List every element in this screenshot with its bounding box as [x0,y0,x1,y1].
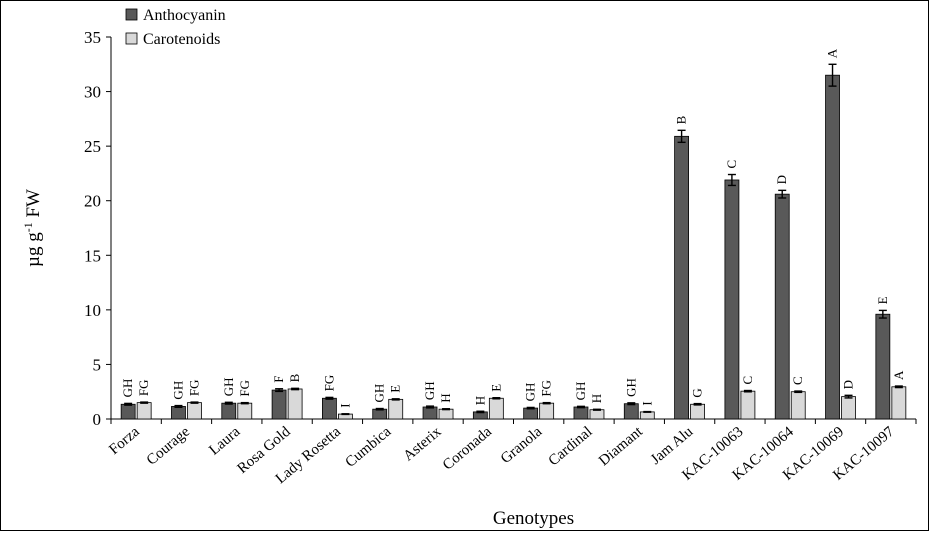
legend-swatch [125,32,138,45]
significance-letter: GH [120,379,135,398]
significance-letter: GH [623,378,638,397]
significance-letter: C [790,376,805,385]
significance-letter: FG [321,375,336,392]
bar-1 [690,403,705,420]
x-category-label: Cumbica [343,424,395,471]
bar-1 [891,386,907,420]
x-category-label: Forza [106,424,143,458]
significance-letter: D [774,175,789,184]
bar-0 [774,193,790,420]
significance-letter: GH [170,381,185,400]
bar-0 [674,135,689,420]
y-tick-label: 0 [93,410,102,429]
significance-letter: GH [523,383,538,402]
bar-1 [639,411,655,420]
y-axis-label: µg g-1 FW [21,189,44,267]
bar-1 [740,390,756,420]
x-category-label: Diamant [596,423,646,469]
bar-1 [388,398,404,420]
bar-0 [422,406,438,420]
x-category-label: Asterix [400,423,444,464]
significance-letter: GH [573,382,588,401]
significance-letter: FG [186,379,201,396]
y-tick-label: 10 [84,301,101,320]
significance-letter: E [388,385,403,393]
significance-letter: H [438,393,453,402]
y-tick-label: 15 [84,246,101,265]
bar-0 [724,179,740,420]
legend-swatch [125,8,138,21]
significance-letter: GH [372,384,387,403]
significance-letter: E [488,384,503,392]
x-category-label: Granola [498,424,546,468]
legend-label: Carotenoids [143,31,220,48]
significance-letter: I [337,403,352,407]
y-axis-label-main: µg g [23,232,44,267]
bar-1 [488,397,504,420]
significance-letter: C [724,160,739,169]
bar-0 [875,313,891,420]
bar-1 [237,402,253,420]
bar-1 [187,402,202,420]
bar-0 [825,74,840,420]
x-category-label: Cardinal [546,424,596,469]
bar-0 [221,402,237,420]
significance-letter: B [674,115,689,124]
legend-label: Anthocyanin [143,7,226,24]
x-category-label: Courage [144,424,193,469]
x-category-label: Laura [206,424,243,459]
y-tick-label: 25 [84,137,101,156]
bar-0 [523,407,539,420]
bar-0 [372,408,388,420]
bar-1 [136,402,152,420]
significance-letter: FG [539,380,554,397]
significance-letter: A [825,48,840,58]
significance-letter: H [589,394,604,403]
bar-1 [287,388,303,420]
bar-0 [623,403,639,420]
significance-letter: FG [136,379,151,396]
bar-1 [539,402,555,420]
bar-0 [120,403,136,420]
significance-letter: C [740,376,755,385]
x-category-label: Jam Alu [648,423,697,467]
bar-1 [589,409,605,420]
bar-1 [841,396,856,420]
y-tick-label: 35 [84,28,101,47]
significance-letter: B [287,373,302,382]
significance-letter: A [891,370,906,380]
significance-letter: D [841,380,856,389]
significance-letter: I [639,401,654,405]
y-axis-label-sup: -1 [21,222,35,232]
bar-0 [322,397,337,420]
legend: Anthocyanin Carotenoids [125,7,226,48]
significance-letter: GH [422,381,437,400]
x-category-label: Coronada [440,424,495,474]
significance-letter: E [875,296,890,304]
bar-0 [271,389,287,420]
significance-letter: GH [221,378,236,397]
y-tick-label: 5 [93,355,102,374]
significance-letter: H [472,396,487,405]
y-axis-label-tail: FW [23,189,44,222]
bar-0 [171,406,186,420]
significance-letter: F [271,376,286,383]
bar-1 [438,408,454,420]
bar-1 [790,391,806,420]
x-axis-label: Genotypes [493,508,574,529]
bars [120,63,907,420]
significance-letter: FG [237,380,252,397]
significance-letter: G [690,388,705,397]
bar-0 [573,406,589,420]
y-tick-label: 30 [84,83,101,102]
axes: 0 5 10 15 20 25 30 35 [84,28,917,429]
y-tick-label: 20 [84,192,101,211]
